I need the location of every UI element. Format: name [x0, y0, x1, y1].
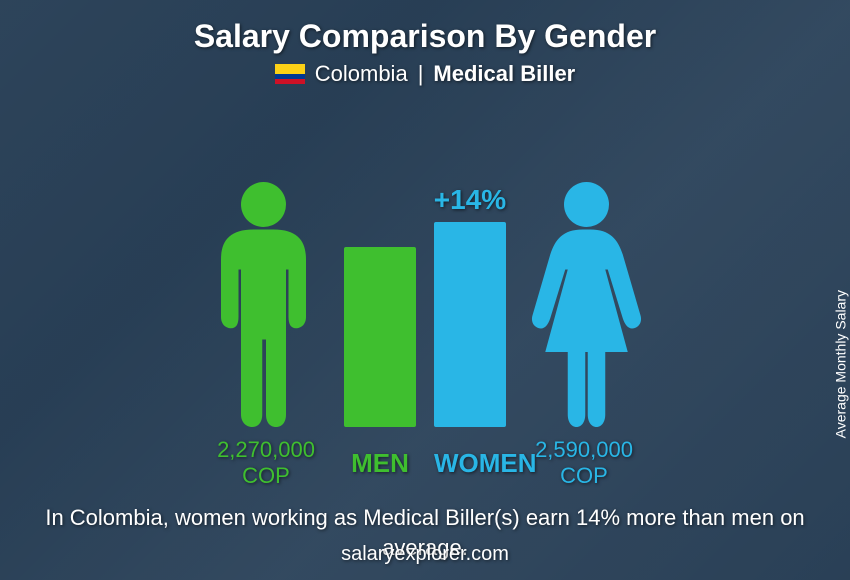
labels-row: 2,270,000 COP MEN WOMEN 2,590,000 COP	[206, 437, 644, 489]
men-salary: 2,270,000 COP	[206, 437, 326, 489]
women-delta-label: +14%	[434, 184, 506, 216]
men-bar	[344, 247, 416, 427]
y-axis-label: Average Monthly Salary	[832, 290, 848, 438]
man-icon	[201, 177, 326, 427]
women-bar-column: +14%	[434, 107, 506, 427]
men-column	[201, 167, 326, 427]
footer-source: salaryexplorer.com	[0, 543, 850, 566]
subtitle-separator: |	[418, 61, 424, 87]
infographic-container: Salary Comparison By Gender Colombia | M…	[0, 0, 850, 580]
women-salary: 2,590,000 COP	[524, 437, 644, 489]
men-bar-column	[344, 107, 416, 427]
men-label: MEN	[344, 448, 416, 479]
woman-icon	[524, 177, 649, 427]
colombia-flag-icon	[275, 64, 305, 84]
subtitle-job: Medical Biller	[433, 61, 575, 87]
subtitle-country: Colombia	[315, 61, 408, 87]
chart-area: +14%	[201, 107, 649, 427]
women-bar	[434, 222, 506, 427]
subtitle: Colombia | Medical Biller	[275, 61, 576, 87]
women-label: WOMEN	[434, 448, 506, 479]
women-column	[524, 167, 649, 427]
page-title: Salary Comparison By Gender	[194, 18, 656, 55]
